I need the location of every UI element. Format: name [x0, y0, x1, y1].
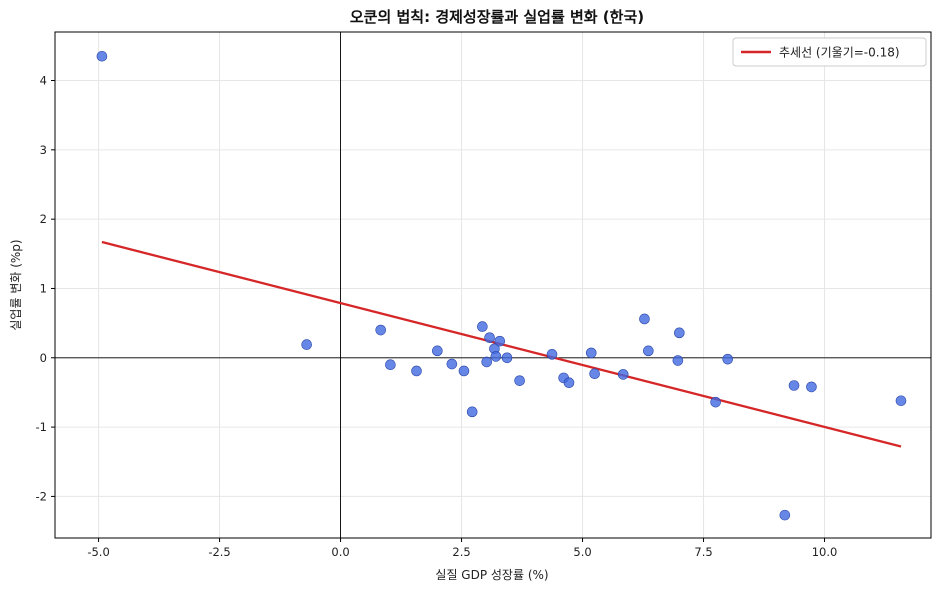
- data-point: [806, 381, 817, 393]
- data-point: [514, 375, 525, 386]
- data-point: [301, 339, 312, 350]
- y-axis-ticks: -2 -1 0 1 2 3 4: [36, 74, 55, 503]
- data-point: [432, 345, 443, 357]
- data-point: [466, 406, 478, 418]
- x-tick-label: 5.0: [573, 545, 591, 559]
- x-tick-label: -2.5: [208, 545, 230, 559]
- grid-lines: [55, 32, 931, 538]
- data-point: [674, 327, 685, 339]
- data-point: [710, 396, 721, 408]
- data-point: [546, 349, 558, 360]
- data-point: [481, 356, 493, 368]
- x-tick-label: 10.0: [812, 545, 838, 559]
- data-point: [411, 365, 422, 377]
- data-point: [494, 335, 506, 347]
- data-point: [563, 377, 575, 389]
- data-point: [446, 358, 458, 370]
- data-point: [96, 50, 108, 62]
- y-tick-label: 3: [40, 143, 47, 157]
- data-point: [385, 359, 396, 371]
- legend-label-trend: 추세선 (기울기=-0.18): [779, 46, 900, 60]
- y-tick-label: 1: [40, 281, 47, 295]
- reference-lines: [55, 32, 931, 538]
- data-point: [477, 321, 488, 332]
- data-point: [643, 345, 654, 357]
- data-point: [501, 352, 513, 364]
- x-tick-label: 0.0: [331, 545, 349, 559]
- data-point: [722, 353, 734, 365]
- y-tick-label: 2: [40, 212, 47, 226]
- data-point: [639, 313, 650, 325]
- data-point: [779, 509, 791, 521]
- x-tick-label: 2.5: [452, 545, 470, 559]
- data-point: [672, 355, 684, 366]
- y-tick-label: 4: [40, 74, 47, 88]
- data-point: [589, 368, 600, 380]
- x-axis-ticks: -5.0 -2.5 0.0 2.5 5.0 7.5 10.0: [87, 538, 837, 559]
- data-point: [458, 365, 470, 377]
- x-tick-label: -5.0: [87, 545, 109, 559]
- data-point: [375, 324, 387, 336]
- legend: 추세선 (기울기=-0.18): [732, 37, 927, 67]
- data-point: [788, 380, 800, 391]
- y-tick-label: -1: [36, 420, 47, 434]
- plot-frame: [54, 31, 932, 539]
- data-point: [484, 332, 495, 343]
- x-tick-label: 7.5: [694, 545, 712, 559]
- data-point: [490, 351, 502, 362]
- y-axis-label: 실업률 변화 (%p): [9, 239, 23, 330]
- chart-title: 오쿤의 법칙: 경제성장률과 실업률 변화 (한국): [350, 8, 644, 26]
- legend-box: [732, 37, 927, 67]
- data-point: [895, 395, 907, 407]
- data-point: [617, 369, 629, 380]
- data-point: [585, 347, 597, 359]
- y-tick-label: 0: [40, 351, 47, 365]
- y-tick-label: -2: [36, 489, 47, 503]
- scatter-points: [96, 50, 907, 521]
- x-axis-label: 실질 GDP 성장률 (%): [435, 568, 548, 582]
